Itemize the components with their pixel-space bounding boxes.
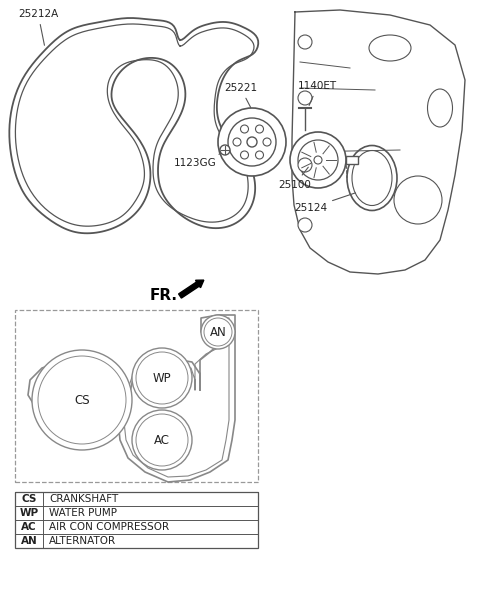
Text: ALTERNATOR: ALTERNATOR	[49, 536, 116, 546]
Text: 25212A: 25212A	[18, 9, 58, 45]
Circle shape	[38, 356, 126, 444]
FancyArrow shape	[179, 280, 204, 298]
Circle shape	[298, 35, 312, 49]
Circle shape	[314, 156, 322, 164]
Ellipse shape	[347, 146, 397, 210]
Circle shape	[220, 145, 230, 155]
Circle shape	[132, 410, 192, 470]
Circle shape	[298, 140, 338, 180]
Circle shape	[298, 218, 312, 232]
Text: CS: CS	[21, 494, 36, 504]
Polygon shape	[292, 10, 465, 274]
Ellipse shape	[352, 150, 392, 206]
Circle shape	[228, 118, 276, 166]
Text: 1123GG: 1123GG	[174, 153, 222, 168]
Text: CRANKSHAFT: CRANKSHAFT	[49, 494, 118, 504]
Text: FR.: FR.	[150, 287, 178, 302]
Text: 25100: 25100	[278, 167, 311, 190]
Text: WP: WP	[19, 508, 38, 518]
Circle shape	[263, 138, 271, 146]
Text: AN: AN	[21, 536, 37, 546]
Circle shape	[240, 151, 249, 159]
Circle shape	[32, 350, 132, 450]
Circle shape	[255, 125, 264, 133]
Circle shape	[290, 132, 346, 188]
Circle shape	[298, 91, 312, 105]
Circle shape	[247, 137, 257, 147]
Circle shape	[136, 414, 188, 466]
Circle shape	[132, 348, 192, 408]
Text: 1140ET: 1140ET	[298, 81, 337, 106]
Circle shape	[298, 158, 312, 172]
FancyBboxPatch shape	[15, 310, 258, 482]
Text: 25124: 25124	[294, 193, 355, 213]
Text: CS: CS	[74, 393, 90, 406]
FancyBboxPatch shape	[15, 492, 258, 548]
Circle shape	[240, 125, 249, 133]
Text: WATER PUMP: WATER PUMP	[49, 508, 117, 518]
FancyArrow shape	[346, 156, 358, 164]
Text: 25221: 25221	[224, 83, 257, 108]
Circle shape	[204, 318, 232, 346]
Text: WP: WP	[153, 371, 171, 384]
Text: AN: AN	[210, 326, 227, 339]
Circle shape	[233, 138, 241, 146]
Text: AIR CON COMPRESSOR: AIR CON COMPRESSOR	[49, 522, 169, 532]
Text: AC: AC	[154, 434, 170, 447]
Text: AC: AC	[21, 522, 37, 532]
Circle shape	[136, 352, 188, 404]
Circle shape	[218, 108, 286, 176]
Circle shape	[255, 151, 264, 159]
Circle shape	[201, 315, 235, 349]
